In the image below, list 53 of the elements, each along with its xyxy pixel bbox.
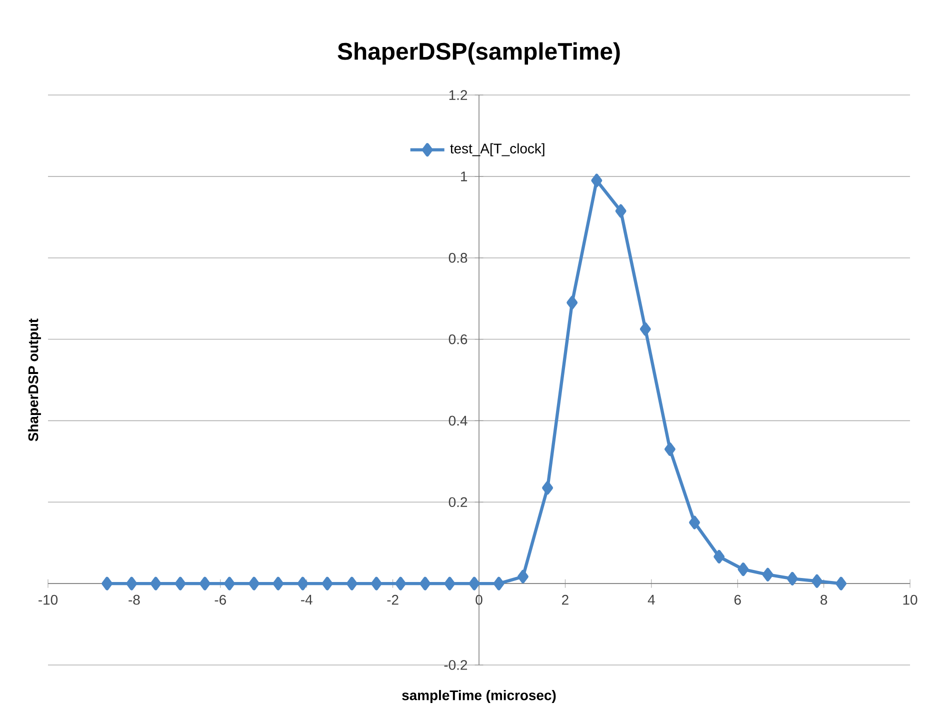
point: [738, 562, 749, 576]
x-tick-label: 0: [476, 595, 482, 605]
point: [786, 572, 798, 586]
x-tick-label: -10: [38, 595, 58, 605]
point: [150, 576, 162, 591]
point: [664, 442, 676, 456]
y-tick-label: 1: [461, 172, 468, 182]
y-axis-title: ShaperDSP output: [28, 318, 41, 442]
point: [836, 576, 847, 591]
x-tick-label: 6: [734, 595, 741, 605]
point: [517, 570, 528, 584]
x-tick-label: 8: [820, 595, 828, 605]
point: [615, 204, 626, 218]
point: [174, 576, 186, 591]
point: [591, 174, 602, 188]
point: [199, 576, 210, 591]
x-tick-label: 10: [903, 595, 918, 605]
point: [297, 576, 308, 591]
point: [322, 576, 333, 591]
y-tick-label: -0.2: [444, 660, 468, 670]
x-tick-label: -6: [214, 595, 226, 605]
y-tick-label: 0.2: [448, 497, 468, 508]
point: [811, 574, 822, 588]
point: [420, 576, 431, 591]
chart-title: ShaperDSP(sampleTime): [338, 42, 620, 65]
x-tick-label: 4: [648, 595, 655, 605]
point: [542, 481, 554, 495]
point: [395, 576, 406, 591]
point: [762, 568, 774, 582]
y-tick-label: 0.4: [448, 416, 468, 426]
point: [248, 576, 260, 591]
y-tick-label: 0.8: [448, 253, 468, 263]
point: [102, 576, 113, 591]
point: [370, 576, 382, 591]
point: [224, 576, 235, 591]
point: [493, 576, 504, 591]
point: [714, 550, 725, 564]
point: [126, 576, 138, 591]
x-axis-title: sampleTime (microsec): [402, 690, 556, 704]
x-tick-label: 2: [562, 595, 568, 605]
point: [689, 516, 700, 530]
x-tick-label: -8: [128, 595, 140, 605]
y-tick-label: 0.6: [448, 334, 468, 344]
point: [566, 296, 578, 310]
x-tick-label: -4: [301, 595, 312, 605]
x-tick-label: -2: [387, 595, 398, 605]
point: [444, 576, 456, 591]
legend-label: test_A[T_clock]: [450, 143, 544, 156]
point: [640, 322, 651, 336]
point: [468, 576, 480, 591]
point: [272, 576, 284, 591]
y-tick-label: 1.2: [449, 90, 468, 100]
point: [346, 576, 358, 591]
